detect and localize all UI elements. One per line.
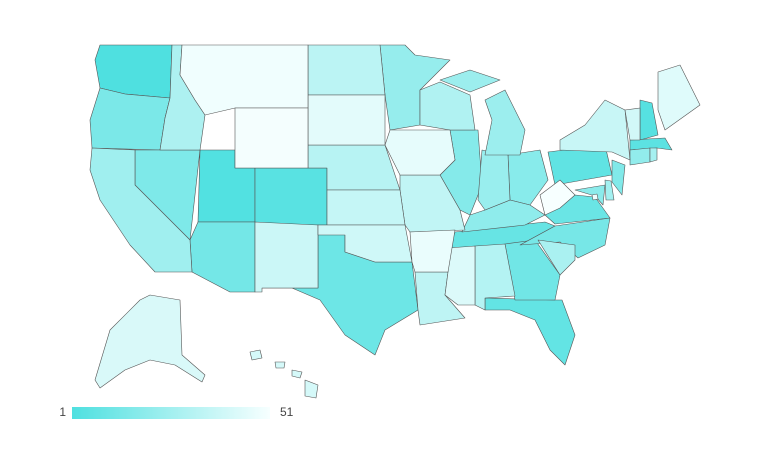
- state: [629, 147, 651, 166]
- state: [604, 179, 615, 201]
- state: [591, 193, 599, 201]
- state: [384, 129, 456, 176]
- state: [484, 297, 576, 366]
- state: [234, 107, 309, 169]
- state: [629, 137, 673, 151]
- state: [657, 64, 701, 131]
- state: [539, 179, 576, 216]
- state: [649, 147, 658, 163]
- state: [326, 189, 406, 226]
- state: [611, 159, 626, 196]
- state: [537, 239, 576, 276]
- colorbar: [72, 407, 270, 419]
- state: [624, 107, 641, 141]
- state: [639, 99, 659, 141]
- state: [477, 149, 511, 211]
- state: [574, 184, 606, 206]
- state: [89, 147, 193, 273]
- state: [89, 87, 171, 151]
- colorbar-label: 51: [280, 405, 294, 419]
- state: [254, 221, 319, 293]
- state: [307, 44, 386, 96]
- state: [419, 81, 476, 131]
- state: [254, 167, 328, 226]
- state: [179, 44, 309, 116]
- state: [519, 217, 611, 259]
- state: [409, 229, 456, 273]
- state: [94, 294, 206, 389]
- state: [189, 221, 256, 293]
- state: [249, 349, 319, 399]
- state: [439, 69, 526, 156]
- state: [307, 94, 386, 146]
- colorbar-label: 1: [59, 405, 66, 419]
- state: [559, 99, 631, 161]
- states: [89, 44, 701, 399]
- state: [317, 224, 413, 263]
